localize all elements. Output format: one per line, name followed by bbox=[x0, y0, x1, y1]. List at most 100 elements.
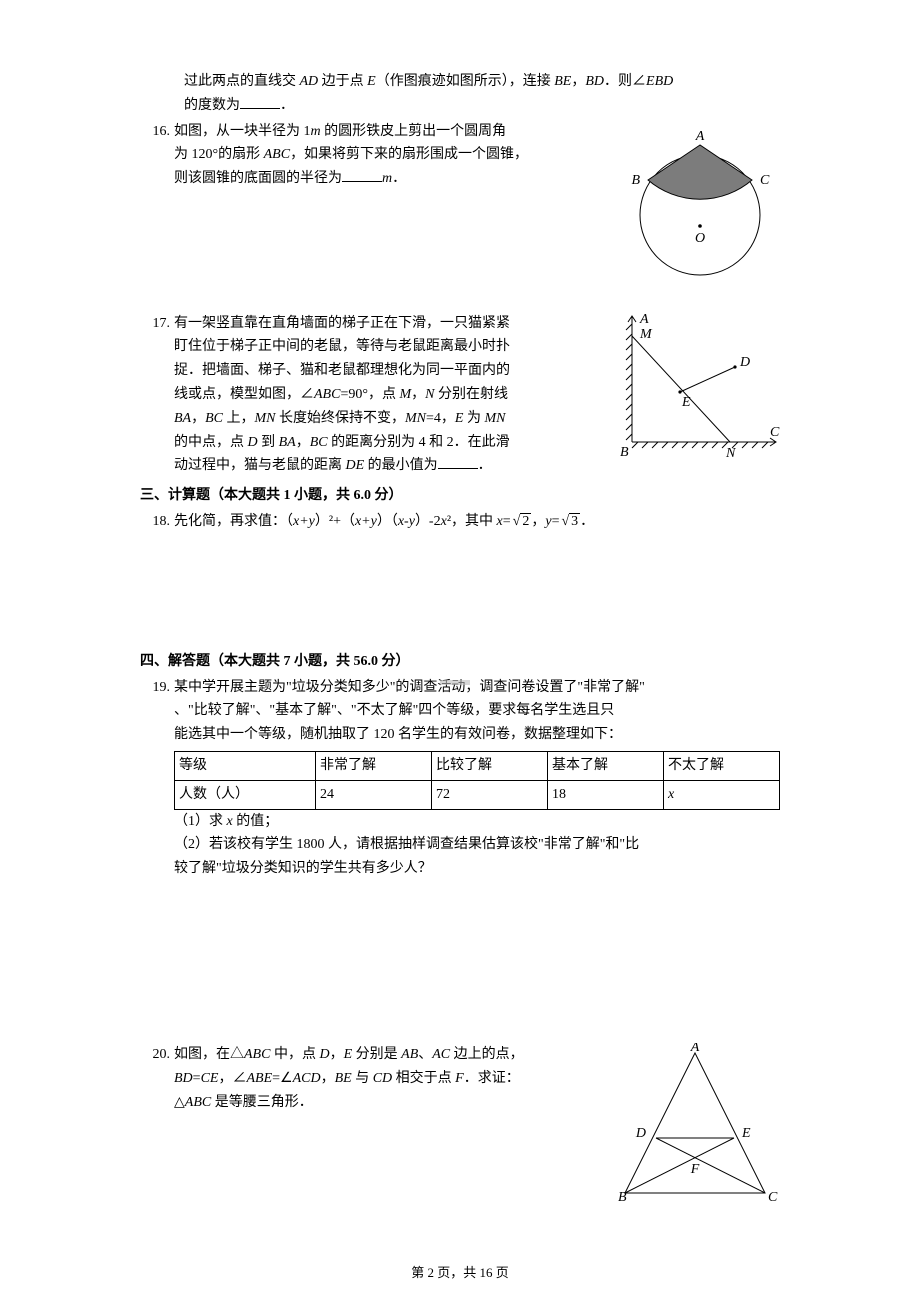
txt: 与 bbox=[352, 1071, 373, 1086]
txt: ． bbox=[280, 98, 294, 113]
label-C: C bbox=[770, 425, 780, 440]
txt: 上， bbox=[223, 411, 255, 426]
problem-text: 如图，从一块半径为 1m 的圆形铁皮上剪出一个圆周角 为 120°的扇形 ABC… bbox=[174, 120, 610, 280]
txt: ．求证： bbox=[464, 1071, 520, 1086]
cell: 24 bbox=[315, 780, 431, 809]
txt: = bbox=[193, 1071, 201, 1086]
var: BE bbox=[554, 74, 571, 89]
th: 不太了解 bbox=[663, 751, 779, 780]
txt: ， bbox=[321, 1071, 335, 1086]
txt: ，∠ bbox=[218, 1071, 246, 1086]
figure-17: A M B N C D E bbox=[610, 312, 780, 479]
var: D bbox=[319, 1047, 329, 1062]
section-4-header: 四、解答题（本大题共 7 小题，共 56.0 分） bbox=[140, 650, 780, 674]
var: AB bbox=[401, 1047, 418, 1062]
expr: x-y bbox=[398, 514, 415, 529]
label-C: C bbox=[768, 1190, 778, 1203]
label-B: B bbox=[618, 1190, 627, 1203]
txt: 为 bbox=[463, 411, 484, 426]
var: AC bbox=[432, 1047, 450, 1062]
figure-16: A B C O bbox=[620, 120, 780, 280]
radicand: 3 bbox=[569, 513, 580, 529]
label-E: E bbox=[741, 1126, 751, 1141]
txt: ． bbox=[580, 514, 594, 529]
txt: 某中学开展主题为"垃圾分类知多少"的调查活动，调查问卷设置了"非常了解" bbox=[174, 680, 645, 695]
txt: =90°，点 bbox=[340, 387, 399, 402]
txt: 长度始终保持不变， bbox=[276, 411, 406, 426]
txt: ）-2 bbox=[415, 514, 441, 529]
th: 基本了解 bbox=[547, 751, 663, 780]
problem-text: 有一架竖直靠在直角墙面的梯子正在下滑，一只猫紧紧 盯住位于梯子正中间的老鼠，等待… bbox=[174, 312, 600, 479]
survey-table: 等级 非常了解 比较了解 基本了解 不太了解 人数（人） 24 72 18 x bbox=[174, 751, 780, 810]
label-F: F bbox=[690, 1162, 700, 1177]
cell: 72 bbox=[431, 780, 547, 809]
var: CE bbox=[201, 1071, 219, 1086]
txt: 如图，从一块半径为 1 bbox=[174, 124, 311, 139]
page: 过此两点的直线交 AD 边于点 E（作图痕迹如图所示），连接 BE，BD．则∠E… bbox=[0, 0, 920, 1302]
txt: 为 120°的扇形 bbox=[174, 147, 264, 162]
label-A: A bbox=[639, 312, 649, 327]
txt: 中，点 bbox=[270, 1047, 319, 1062]
txt: ）（ bbox=[377, 514, 398, 529]
var: MN bbox=[255, 411, 276, 426]
txt: 边上的点， bbox=[450, 1047, 524, 1062]
th: 非常了解 bbox=[315, 751, 431, 780]
txt: =4， bbox=[426, 411, 455, 426]
txt: （1）求 bbox=[174, 814, 227, 829]
var: E bbox=[344, 1047, 353, 1062]
var: ABC bbox=[185, 1095, 211, 1110]
label-E: E bbox=[681, 395, 691, 410]
txt: 、"比较了解"、"基本了解"、"不太了解"四个等级，要求每名学生选且只 bbox=[174, 703, 614, 718]
label-B: B bbox=[620, 445, 629, 460]
page-footer: 第 2 页，共 16 页 bbox=[0, 1262, 920, 1284]
txt: 分别是 bbox=[352, 1047, 401, 1062]
txt: ， bbox=[330, 1047, 344, 1062]
blank bbox=[438, 454, 478, 469]
txt: △ bbox=[174, 1095, 185, 1110]
txt: ）²+（ bbox=[315, 514, 355, 529]
problem-number: 20. bbox=[140, 1043, 174, 1203]
expr: x+y bbox=[355, 514, 377, 529]
txt: 的圆形铁皮上剪出一个圆周角 bbox=[321, 124, 507, 139]
txt: 的中点，点 bbox=[174, 435, 248, 450]
figure-20: A B C D E F bbox=[610, 1043, 780, 1203]
problem-number: 17. bbox=[140, 312, 174, 479]
txt: 是等腰三角形． bbox=[211, 1095, 313, 1110]
page-total: 16 bbox=[480, 1265, 493, 1280]
label-A: A bbox=[690, 1043, 700, 1055]
var: ABC bbox=[264, 147, 290, 162]
var: M bbox=[399, 387, 411, 402]
txt: ²，其中 bbox=[447, 514, 497, 529]
txt: ，如果将剪下来的扇形围成一个圆锥， bbox=[290, 147, 528, 162]
txt: 盯住位于梯子正中间的老鼠，等待与老鼠距离最小时扑 bbox=[174, 339, 510, 354]
txt: ， bbox=[571, 74, 585, 89]
txt: 的值； bbox=[233, 814, 279, 829]
txt: 第 bbox=[411, 1265, 427, 1280]
label-N: N bbox=[725, 446, 736, 461]
var: ABC bbox=[314, 387, 340, 402]
txt: 的最小值为 bbox=[364, 458, 438, 473]
problem-text: 如图，在△ABC 中，点 D，E 分别是 AB、AC 边上的点， BD=CE，∠… bbox=[174, 1043, 600, 1203]
table-row: 等级 非常了解 比较了解 基本了解 不太了解 bbox=[175, 751, 780, 780]
txt: 动过程中，猫与老鼠的距离 bbox=[174, 458, 346, 473]
var: BD bbox=[174, 1071, 193, 1086]
txt: （2）若该校有学生 1800 人，请根据抽样调查结果估算该校"非常了解"和"比 bbox=[174, 837, 639, 852]
problem-16: 16. 如图，从一块半径为 1m 的圆形铁皮上剪出一个圆周角 为 120°的扇形… bbox=[140, 120, 780, 280]
var: CD bbox=[373, 1071, 392, 1086]
continuation-text: 过此两点的直线交 AD 边于点 E（作图痕迹如图所示），连接 BE，BD．则∠E… bbox=[184, 70, 780, 118]
label-D: D bbox=[635, 1126, 646, 1141]
label-O: O bbox=[695, 231, 705, 246]
cell: x bbox=[663, 780, 779, 809]
var: ABE bbox=[246, 1071, 272, 1086]
txt: 过此两点的直线交 bbox=[184, 74, 300, 89]
txt: 的距离分别为 4 和 2．在此滑 bbox=[328, 435, 510, 450]
problem-number: 19. bbox=[140, 676, 174, 881]
blank bbox=[240, 94, 280, 109]
problem-18: 18. 先化简，再求值：（x+y）²+（x+y）（x-y）-2x²，其中 x=2… bbox=[140, 510, 780, 534]
sqrt-icon: 3 bbox=[559, 510, 580, 534]
var: BC bbox=[205, 411, 223, 426]
txt: ， bbox=[296, 435, 310, 450]
txt: ． bbox=[392, 171, 406, 186]
txt: = bbox=[552, 514, 560, 529]
txt: 有一架竖直靠在直角墙面的梯子正在下滑，一只猫紧紧 bbox=[174, 316, 510, 331]
